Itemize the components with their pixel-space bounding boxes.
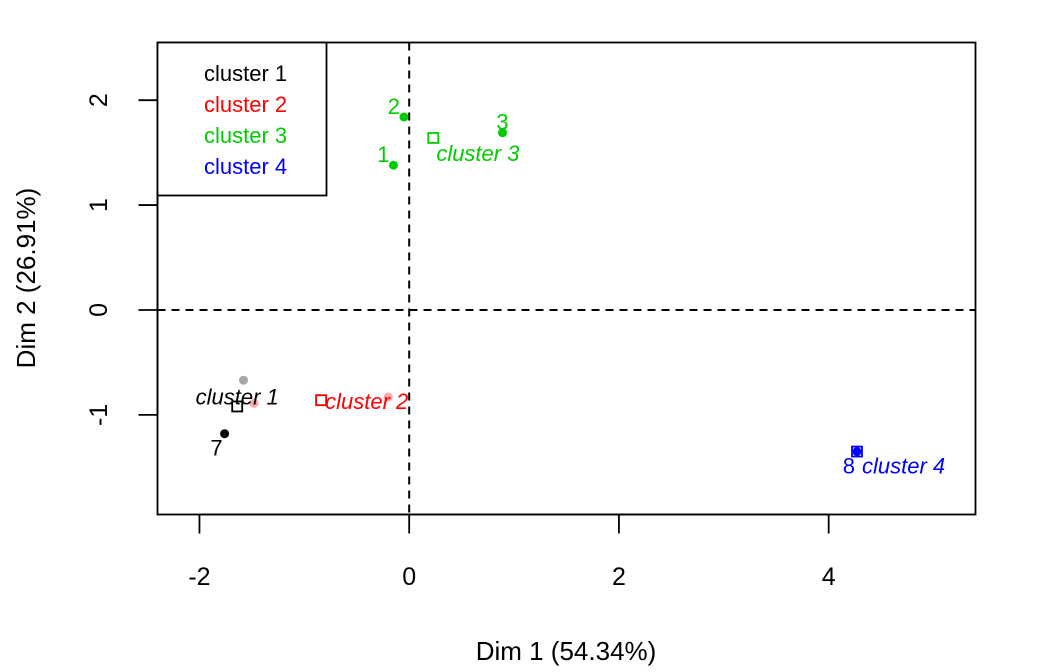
y-axis: -1 0 1 2 xyxy=(85,93,159,426)
point-label: 7 xyxy=(210,436,222,461)
data-point xyxy=(388,160,398,170)
faded-point xyxy=(249,398,259,408)
cluster-center-marker xyxy=(231,400,244,413)
x-tick-label: -2 xyxy=(188,563,210,591)
y-tick-label: 2 xyxy=(85,93,113,107)
x-axis: -2 0 2 4 xyxy=(188,513,836,591)
data-point xyxy=(498,128,508,138)
data-point xyxy=(852,447,862,457)
cluster-center-marker xyxy=(315,394,328,407)
y-tick-label: 0 xyxy=(85,303,113,317)
cluster-label: cluster 1 xyxy=(196,384,279,409)
x-tick-label: 0 xyxy=(402,563,416,591)
legend: cluster 1 cluster 2 cluster 3 cluster 4 xyxy=(156,41,328,197)
reference-lines xyxy=(157,42,976,515)
cluster-center-marker xyxy=(851,445,863,458)
legend-entry: cluster 1 xyxy=(204,61,287,86)
cluster-label: cluster 4 xyxy=(862,454,945,479)
cluster-label: cluster 2 xyxy=(325,389,408,414)
legend-box xyxy=(156,41,328,197)
x-tick-label: 2 xyxy=(612,563,626,591)
y-tick-label: -1 xyxy=(85,404,113,426)
cluster-center-marker xyxy=(427,132,440,144)
data-point xyxy=(220,429,230,439)
data-points: 7 1 2 3 8 cluster 1 cluster 2 cluster 3 cluster … xyxy=(196,94,946,479)
y-tick-label: 1 xyxy=(85,198,113,212)
point-label: 2 xyxy=(388,94,400,119)
faded-point xyxy=(238,375,248,385)
y-axis-title: Dim 2 (26.91%) xyxy=(11,188,41,369)
x-axis-title: Dim 1 (54.34%) xyxy=(476,636,657,666)
faded-point xyxy=(383,392,393,402)
legend-entry: cluster 4 xyxy=(204,154,287,179)
x-tick-label: 4 xyxy=(822,563,836,591)
data-point xyxy=(399,112,409,122)
point-label: 8 xyxy=(843,454,855,479)
cluster-label: cluster 3 xyxy=(436,141,520,166)
legend-entry: cluster 3 xyxy=(204,123,287,148)
point-label: 3 xyxy=(496,110,508,135)
legend-entry: cluster 2 xyxy=(204,92,287,117)
point-label: 1 xyxy=(377,142,389,167)
